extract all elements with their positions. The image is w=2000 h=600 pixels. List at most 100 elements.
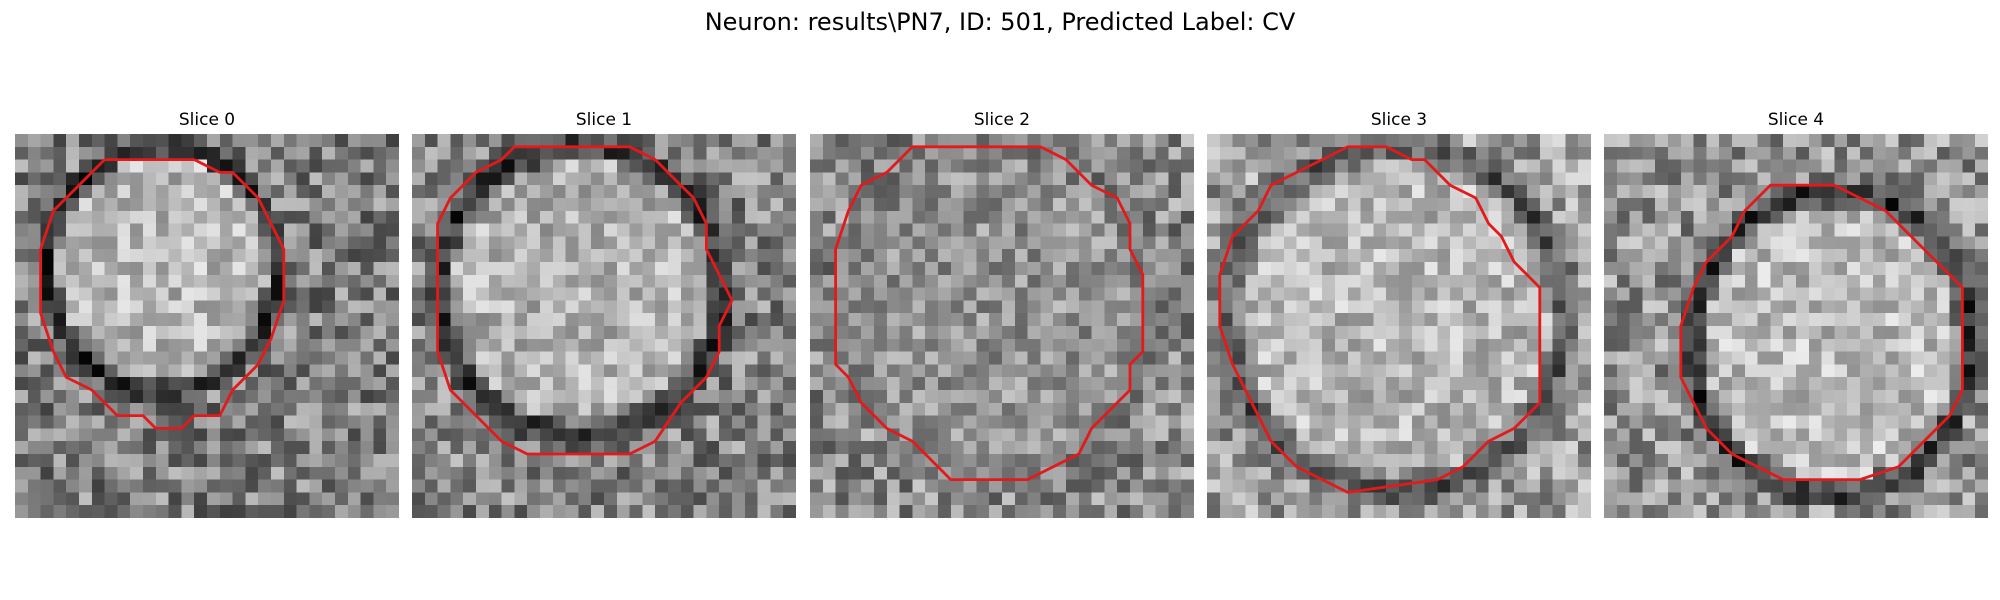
pixel <box>591 505 604 518</box>
pixel <box>1002 211 1015 224</box>
pixel <box>1604 262 1617 275</box>
pixel <box>1130 505 1143 518</box>
pixel <box>900 377 913 390</box>
pixel <box>463 505 476 518</box>
pixel <box>1758 288 1771 301</box>
pixel <box>143 172 156 185</box>
pixel <box>1745 160 1758 173</box>
pixel <box>1476 364 1489 377</box>
pixel <box>1630 262 1643 275</box>
pixel <box>1668 339 1681 352</box>
pixel <box>1937 505 1950 518</box>
pixel <box>1860 275 1873 288</box>
pixel <box>1796 313 1809 326</box>
pixel <box>1156 403 1169 416</box>
pixel <box>655 275 668 288</box>
pixel <box>1207 480 1220 493</box>
pixel <box>1847 236 1860 249</box>
pixel <box>912 224 925 237</box>
pixel <box>335 249 348 262</box>
pixel <box>1809 441 1822 454</box>
pixel <box>1950 505 1963 518</box>
pixel <box>297 185 310 198</box>
pixel <box>1348 160 1361 173</box>
slice-title-0: Slice 0 <box>15 107 399 133</box>
pixel <box>1489 262 1502 275</box>
pixel <box>1373 352 1386 365</box>
pixel <box>335 454 348 467</box>
pixel <box>489 147 502 160</box>
pixel <box>989 377 1002 390</box>
pixel <box>566 185 579 198</box>
pixel <box>1053 364 1066 377</box>
pixel <box>976 313 989 326</box>
pixel <box>770 275 783 288</box>
pixel <box>489 224 502 237</box>
pixel <box>1540 416 1553 429</box>
pixel <box>1066 390 1079 403</box>
pixel <box>412 249 425 262</box>
pixel <box>130 288 143 301</box>
pixel <box>1476 416 1489 429</box>
pixel <box>951 249 964 262</box>
pixel <box>745 364 758 377</box>
pixel <box>578 262 591 275</box>
pixel <box>989 198 1002 211</box>
pixel <box>527 134 540 147</box>
pixel <box>1463 300 1476 313</box>
pixel <box>630 416 643 429</box>
pixel <box>1399 262 1412 275</box>
pixel <box>1258 147 1271 160</box>
pixel <box>783 492 796 505</box>
pixel <box>1975 416 1988 429</box>
pixel <box>1002 441 1015 454</box>
pixel <box>1348 313 1361 326</box>
pixel <box>553 172 566 185</box>
pixel <box>309 262 322 275</box>
pixel <box>425 275 438 288</box>
pixel <box>1335 211 1348 224</box>
pixel <box>719 352 732 365</box>
pixel <box>1412 160 1425 173</box>
pixel <box>1924 352 1937 365</box>
pixel <box>233 390 246 403</box>
pixel <box>1220 185 1233 198</box>
pixel <box>706 454 719 467</box>
pixel <box>1809 172 1822 185</box>
pixel <box>156 224 169 237</box>
pixel <box>964 339 977 352</box>
pixel <box>719 172 732 185</box>
pixel <box>758 224 771 237</box>
pixel <box>1565 185 1578 198</box>
pixel <box>604 211 617 224</box>
pixel <box>1489 377 1502 390</box>
pixel <box>925 480 938 493</box>
pixel <box>964 364 977 377</box>
pixel <box>553 352 566 365</box>
pixel <box>1028 134 1041 147</box>
pixel <box>66 416 79 429</box>
pixel <box>1527 134 1540 147</box>
pixel <box>309 275 322 288</box>
pixel <box>502 428 515 441</box>
pixel <box>1233 198 1246 211</box>
pixel <box>1271 364 1284 377</box>
pixel <box>438 147 451 160</box>
pixel <box>1553 403 1566 416</box>
pixel <box>1719 339 1732 352</box>
pixel <box>1873 326 1886 339</box>
pixel <box>951 339 964 352</box>
pixel <box>1565 224 1578 237</box>
pixel <box>28 275 41 288</box>
pixel <box>1066 224 1079 237</box>
pixel <box>1386 224 1399 237</box>
pixel <box>335 505 348 518</box>
pixel <box>1732 403 1745 416</box>
pixel <box>758 390 771 403</box>
pixel <box>1297 403 1310 416</box>
pixel <box>1950 172 1963 185</box>
pixel <box>617 147 630 160</box>
pixel <box>1181 326 1194 339</box>
pixel <box>938 390 951 403</box>
pixel <box>1245 249 1258 262</box>
